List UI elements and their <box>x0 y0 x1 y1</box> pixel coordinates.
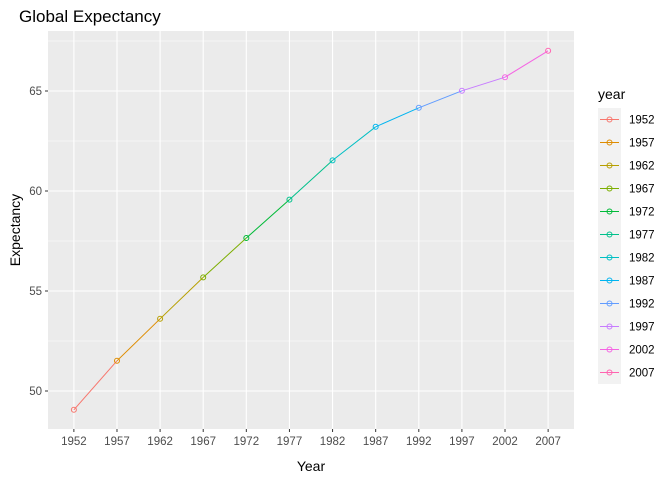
legend-item-1957: 1957 <box>598 131 655 154</box>
y-tick-label: 55 <box>29 286 42 298</box>
data-point-1997 <box>458 87 465 94</box>
legend-label: 1957 <box>629 138 655 150</box>
data-point-1952 <box>70 406 77 413</box>
legend-key-point <box>606 277 613 284</box>
legend-key-point <box>606 185 613 192</box>
series-segment-1977 <box>289 160 333 200</box>
chart-title: Global Expectancy <box>19 7 161 26</box>
legend-item-2007: 2007 <box>598 361 655 384</box>
x-tick-label: 1987 <box>363 436 389 448</box>
legend-title: year <box>598 86 626 102</box>
axes: 50 55 60 65 1952 1957 1962 1967 1972 1977 1982 1987… <box>29 86 561 448</box>
legend: year 1952 1957 1962 1967 1972 1977 1982 1987 199… <box>598 86 655 384</box>
x-tick-label: 1997 <box>449 436 475 448</box>
legend-label: 2002 <box>629 345 655 357</box>
legend-item-1952: 1952 <box>598 108 655 131</box>
data-point-1987 <box>372 123 379 130</box>
legend-key-point <box>606 254 613 261</box>
x-tick-label: 1982 <box>320 436 346 448</box>
legend-key-point <box>606 369 613 376</box>
data-point-1972 <box>243 235 250 241</box>
legend-key-point <box>606 139 613 146</box>
x-tick-label: 1962 <box>147 436 173 448</box>
legend-item-1982: 1982 <box>598 246 655 269</box>
series-segment-1962 <box>159 277 204 320</box>
data-points <box>70 47 552 413</box>
legend-key-point <box>606 162 613 169</box>
series-segment-1957 <box>116 318 161 362</box>
data-point-1992 <box>415 104 422 111</box>
legend-item-1987: 1987 <box>598 269 655 292</box>
x-tick-label: 1972 <box>234 436 260 448</box>
data-point-2002 <box>502 74 509 81</box>
legend-label: 1992 <box>629 299 655 311</box>
series-segment-1982 <box>332 126 376 161</box>
data-point-1977 <box>286 196 293 203</box>
data-point-1962 <box>157 315 164 322</box>
series-segment-1952 <box>73 360 118 411</box>
panel-background <box>48 31 574 429</box>
grid-lines <box>48 31 574 429</box>
data-point-1957 <box>113 357 120 364</box>
legend-key-point <box>606 346 613 353</box>
data-point-1982 <box>329 157 336 164</box>
series-segment-1967 <box>202 237 247 278</box>
legend-item-2002: 2002 <box>598 338 655 361</box>
y-axis-title: Expectancy <box>7 194 23 266</box>
legend-label: 1977 <box>629 230 655 242</box>
x-tick-label: 1967 <box>190 436 216 448</box>
x-tick-label: 2007 <box>535 436 561 448</box>
legend-item-1972: 1972 <box>598 200 655 223</box>
legend-label: 1987 <box>629 276 655 288</box>
series-lines <box>73 50 549 411</box>
legend-item-1997: 1997 <box>598 315 655 338</box>
x-tick-label: 2002 <box>492 436 518 448</box>
legend-label: 1997 <box>629 322 655 334</box>
x-tick-label: 1957 <box>104 436 130 448</box>
legend-label: 1962 <box>629 161 655 173</box>
legend-item-1992: 1992 <box>598 292 655 315</box>
legend-key-point <box>606 231 613 238</box>
series-segment-1972 <box>245 199 290 239</box>
legend-items: 1952 1957 1962 1967 1972 1977 1982 1987 1992 1997… <box>598 108 655 384</box>
x-tick-label: 1952 <box>61 436 87 448</box>
legend-label: 1967 <box>629 184 655 196</box>
y-tick-label: 50 <box>29 386 42 398</box>
legend-item-1967: 1967 <box>598 177 655 200</box>
series-segment-1987 <box>375 107 419 128</box>
series-segment-1992 <box>418 90 463 109</box>
x-tick-label: 1977 <box>277 436 303 448</box>
data-point-2007 <box>545 47 552 54</box>
legend-item-1977: 1977 <box>598 223 655 246</box>
y-tick-label: 65 <box>29 86 42 98</box>
legend-key-point <box>606 208 613 215</box>
legend-key-point <box>606 323 613 330</box>
x-axis-title: Year <box>297 458 326 474</box>
legend-label: 1952 <box>629 115 655 127</box>
x-tick-label: 1992 <box>406 436 432 448</box>
legend-label: 1972 <box>629 207 655 219</box>
series-segment-1997 <box>461 76 506 92</box>
legend-label: 2007 <box>629 368 655 380</box>
legend-item-1962: 1962 <box>598 154 655 177</box>
legend-key-point <box>606 300 613 307</box>
legend-key-point <box>606 116 613 123</box>
legend-label: 1982 <box>629 253 655 265</box>
series-segment-2002 <box>504 50 549 78</box>
y-tick-label: 60 <box>29 186 42 198</box>
data-point-1967 <box>200 274 207 281</box>
